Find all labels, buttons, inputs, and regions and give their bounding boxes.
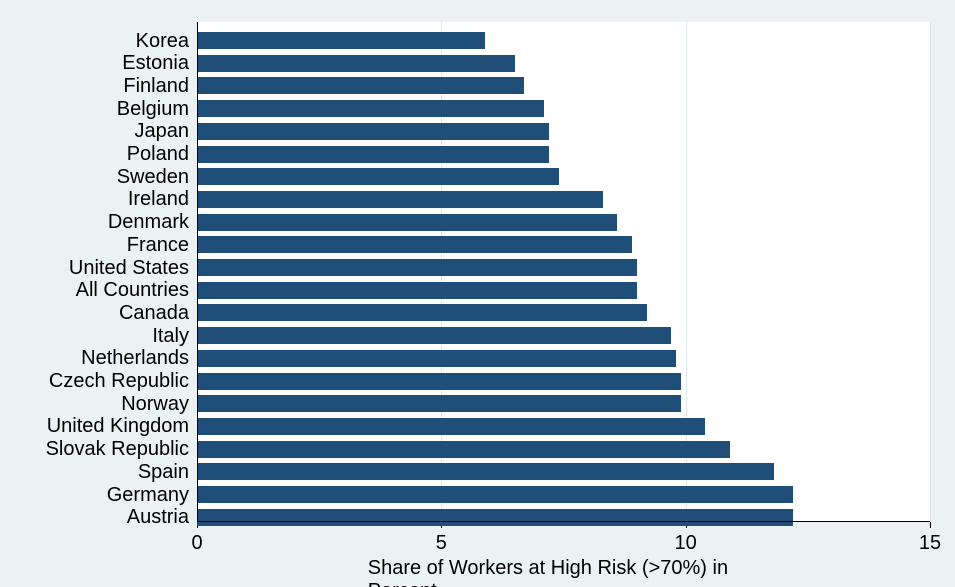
bar	[197, 77, 524, 94]
y-tick-label: Czech Republic	[49, 369, 197, 393]
bar	[197, 395, 681, 412]
y-tick-label: United Kingdom	[47, 414, 197, 438]
bar	[197, 327, 671, 344]
gridline	[930, 22, 931, 522]
bar	[197, 509, 793, 526]
y-tick-label: Korea	[136, 29, 197, 53]
bar	[197, 32, 485, 49]
chart-container: 051015KoreaEstoniaFinlandBelgiumJapanPol…	[0, 0, 955, 587]
bar	[197, 236, 632, 253]
x-axis-line	[197, 521, 930, 522]
y-tick-label: All Countries	[76, 278, 197, 302]
y-tick-label: Denmark	[108, 210, 197, 234]
bar	[197, 304, 647, 321]
y-tick-label: Germany	[107, 483, 197, 507]
y-tick-label: Estonia	[122, 51, 197, 75]
y-tick-label: France	[127, 233, 197, 257]
bar	[197, 463, 774, 480]
bar	[197, 282, 637, 299]
bar	[197, 100, 544, 117]
y-tick-label: Ireland	[128, 187, 197, 211]
y-tick-label: United States	[69, 256, 197, 280]
bar	[197, 191, 603, 208]
bar	[197, 123, 549, 140]
y-tick-label: Norway	[121, 392, 197, 416]
y-tick-label: Slovak Republic	[46, 437, 197, 461]
y-tick-label: Belgium	[117, 97, 197, 121]
y-tick-label: Finland	[123, 74, 197, 98]
bar	[197, 214, 617, 231]
y-axis-line	[197, 22, 198, 522]
y-tick-label: Italy	[152, 324, 197, 348]
bar	[197, 350, 676, 367]
y-tick-label: Japan	[135, 119, 198, 143]
x-tick-label: 10	[675, 522, 697, 555]
x-axis-title: Share of Workers at High Risk (>70%) in …	[368, 557, 760, 587]
bar	[197, 259, 637, 276]
bar	[197, 418, 705, 435]
bar	[197, 146, 549, 163]
y-tick-label: Spain	[138, 460, 197, 484]
bar	[197, 441, 730, 458]
x-tick-label: 5	[436, 522, 447, 555]
plot-area: 051015KoreaEstoniaFinlandBelgiumJapanPol…	[197, 22, 930, 522]
y-tick-label: Poland	[127, 142, 197, 166]
y-tick-label: Canada	[119, 301, 197, 325]
bar	[197, 55, 515, 72]
x-tick-label: 15	[919, 522, 941, 555]
y-tick-label: Austria	[127, 505, 197, 529]
bar	[197, 486, 793, 503]
y-tick-label: Sweden	[117, 165, 197, 189]
bar	[197, 373, 681, 390]
bar	[197, 168, 559, 185]
y-tick-label: Netherlands	[81, 346, 197, 370]
